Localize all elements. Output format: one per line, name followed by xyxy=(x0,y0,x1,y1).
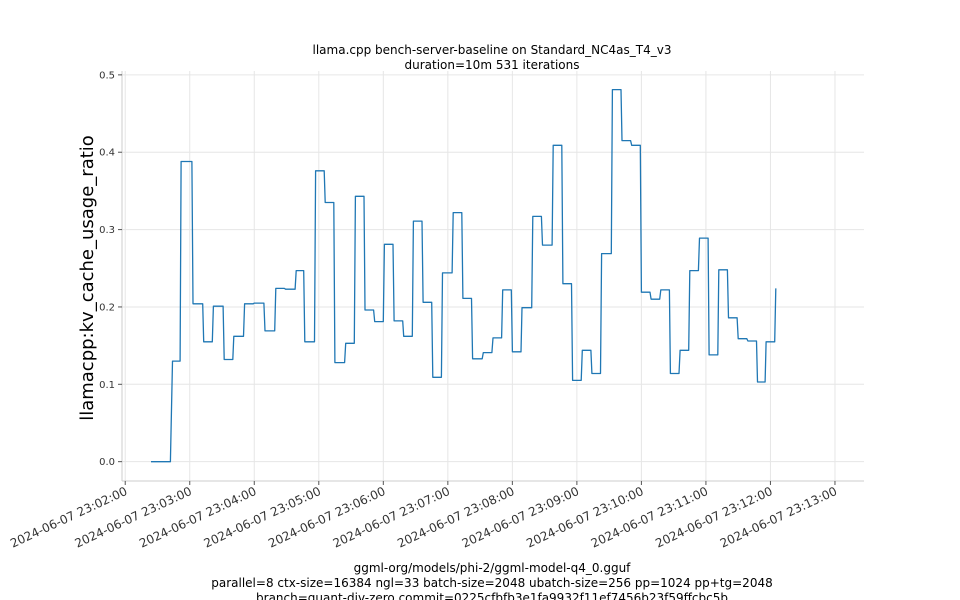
y-tick-label: 0.0 xyxy=(99,457,115,468)
y-tick-label: 0.5 xyxy=(99,70,115,81)
x-tick-label: 2024-06-07 23:04:00 xyxy=(137,484,258,551)
footer-branch: branch=quant-div-zero commit=0225cfbfb3e… xyxy=(256,591,728,600)
y-ticks: 0.0 0.1 0.2 0.3 0.4 0.5 xyxy=(99,70,122,468)
grid xyxy=(122,71,864,481)
x-tick-label: 2024-06-07 23:07:00 xyxy=(331,484,452,551)
x-tick-label: 2024-06-07 23:02:00 xyxy=(8,484,129,551)
y-tick-label: 0.2 xyxy=(99,302,115,313)
series-line xyxy=(151,88,777,463)
chart-subtitle: duration=10m 531 iterations xyxy=(405,58,580,72)
y-tick-label: 0.3 xyxy=(99,225,115,236)
x-tick-label: 2024-06-07 23:12:00 xyxy=(653,484,774,551)
chart-title: llama.cpp bench-server-baseline on Stand… xyxy=(313,43,672,57)
x-tick-label: 2024-06-07 23:11:00 xyxy=(589,484,710,551)
footer-params: parallel=8 ctx-size=16384 ngl=33 batch-s… xyxy=(211,576,772,590)
x-tick-label: 2024-06-07 23:08:00 xyxy=(395,484,516,551)
x-tick-label: 2024-06-07 23:06:00 xyxy=(266,484,387,551)
axes-frame xyxy=(121,71,864,482)
x-tick-label: 2024-06-07 23:13:00 xyxy=(718,484,839,551)
x-tick-label: 2024-06-07 23:05:00 xyxy=(202,484,323,551)
footer-model: ggml-org/models/phi-2/ggml-model-q4_0.gg… xyxy=(354,561,632,575)
x-tick-label: 2024-06-07 23:09:00 xyxy=(460,484,581,551)
y-tick-label: 0.1 xyxy=(99,380,115,391)
x-tick-label: 2024-06-07 23:10:00 xyxy=(524,484,645,551)
y-tick-label: 0.4 xyxy=(99,148,115,159)
series-lines xyxy=(151,88,777,463)
x-tick-label: 2024-06-07 23:03:00 xyxy=(73,484,194,551)
y-axis-label: llamacpp:kv_cache_usage_ratio xyxy=(77,135,98,421)
